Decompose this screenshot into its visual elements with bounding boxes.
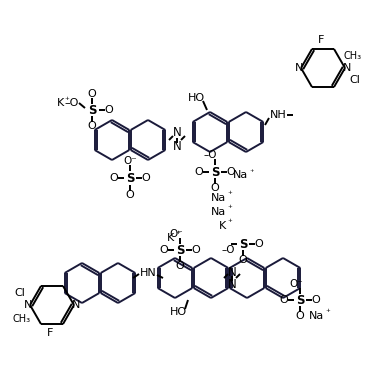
Text: Na: Na [309,311,324,321]
Text: O: O [105,105,113,115]
Text: O: O [142,173,150,183]
Text: K: K [56,98,63,108]
Text: N: N [343,63,351,73]
Text: –O: –O [221,245,235,255]
Text: S: S [126,172,134,184]
Text: O⁻: O⁻ [123,156,137,166]
Text: O: O [312,295,320,305]
Text: ⁺: ⁺ [228,204,233,214]
Text: ⁺: ⁺ [228,219,233,227]
Text: S: S [176,243,184,257]
Text: N: N [72,300,80,310]
Text: S: S [88,104,96,116]
Text: O: O [211,183,219,193]
Text: ⁺: ⁺ [326,308,330,318]
Text: HO: HO [169,307,187,317]
Text: O: O [109,173,119,183]
Text: ⁺: ⁺ [65,96,70,104]
Text: ⁺: ⁺ [176,231,180,239]
Text: CH₃: CH₃ [344,51,362,61]
Text: S: S [239,238,247,250]
Text: F: F [47,328,53,338]
Text: –O: –O [65,98,79,108]
Text: O: O [280,295,288,305]
Text: ⁺: ⁺ [228,191,233,200]
Text: Na: Na [211,207,226,217]
Text: CH₃: CH₃ [13,314,31,324]
Text: S: S [296,293,304,307]
Text: O: O [176,261,184,271]
Text: Cl: Cl [350,75,361,85]
Text: K: K [218,221,226,231]
Text: ⁺: ⁺ [250,168,254,177]
Text: HN: HN [139,268,157,278]
Text: O: O [226,167,235,177]
Text: Cl: Cl [14,288,25,298]
Text: Na: Na [233,170,248,180]
Text: N: N [173,127,181,139]
Text: O: O [192,245,200,255]
Text: O: O [255,239,263,249]
Text: O: O [88,89,97,99]
Text: S: S [211,165,219,178]
Text: O: O [239,255,247,265]
Text: O: O [126,190,135,200]
Text: N: N [228,278,236,292]
Text: O: O [296,311,304,321]
Text: –O: –O [203,150,217,160]
Text: O⁻: O⁻ [289,279,303,289]
Text: NH: NH [270,110,287,120]
Text: N: N [173,141,181,154]
Text: N: N [295,63,303,73]
Text: N: N [228,265,236,278]
Text: Na: Na [211,193,226,203]
Text: O: O [160,245,168,255]
Text: HO: HO [187,93,204,103]
Text: F: F [318,35,324,45]
Text: K: K [166,233,174,243]
Text: O: O [88,121,97,131]
Text: O⁻: O⁻ [169,229,183,239]
Text: N: N [24,300,32,310]
Text: O: O [195,167,203,177]
